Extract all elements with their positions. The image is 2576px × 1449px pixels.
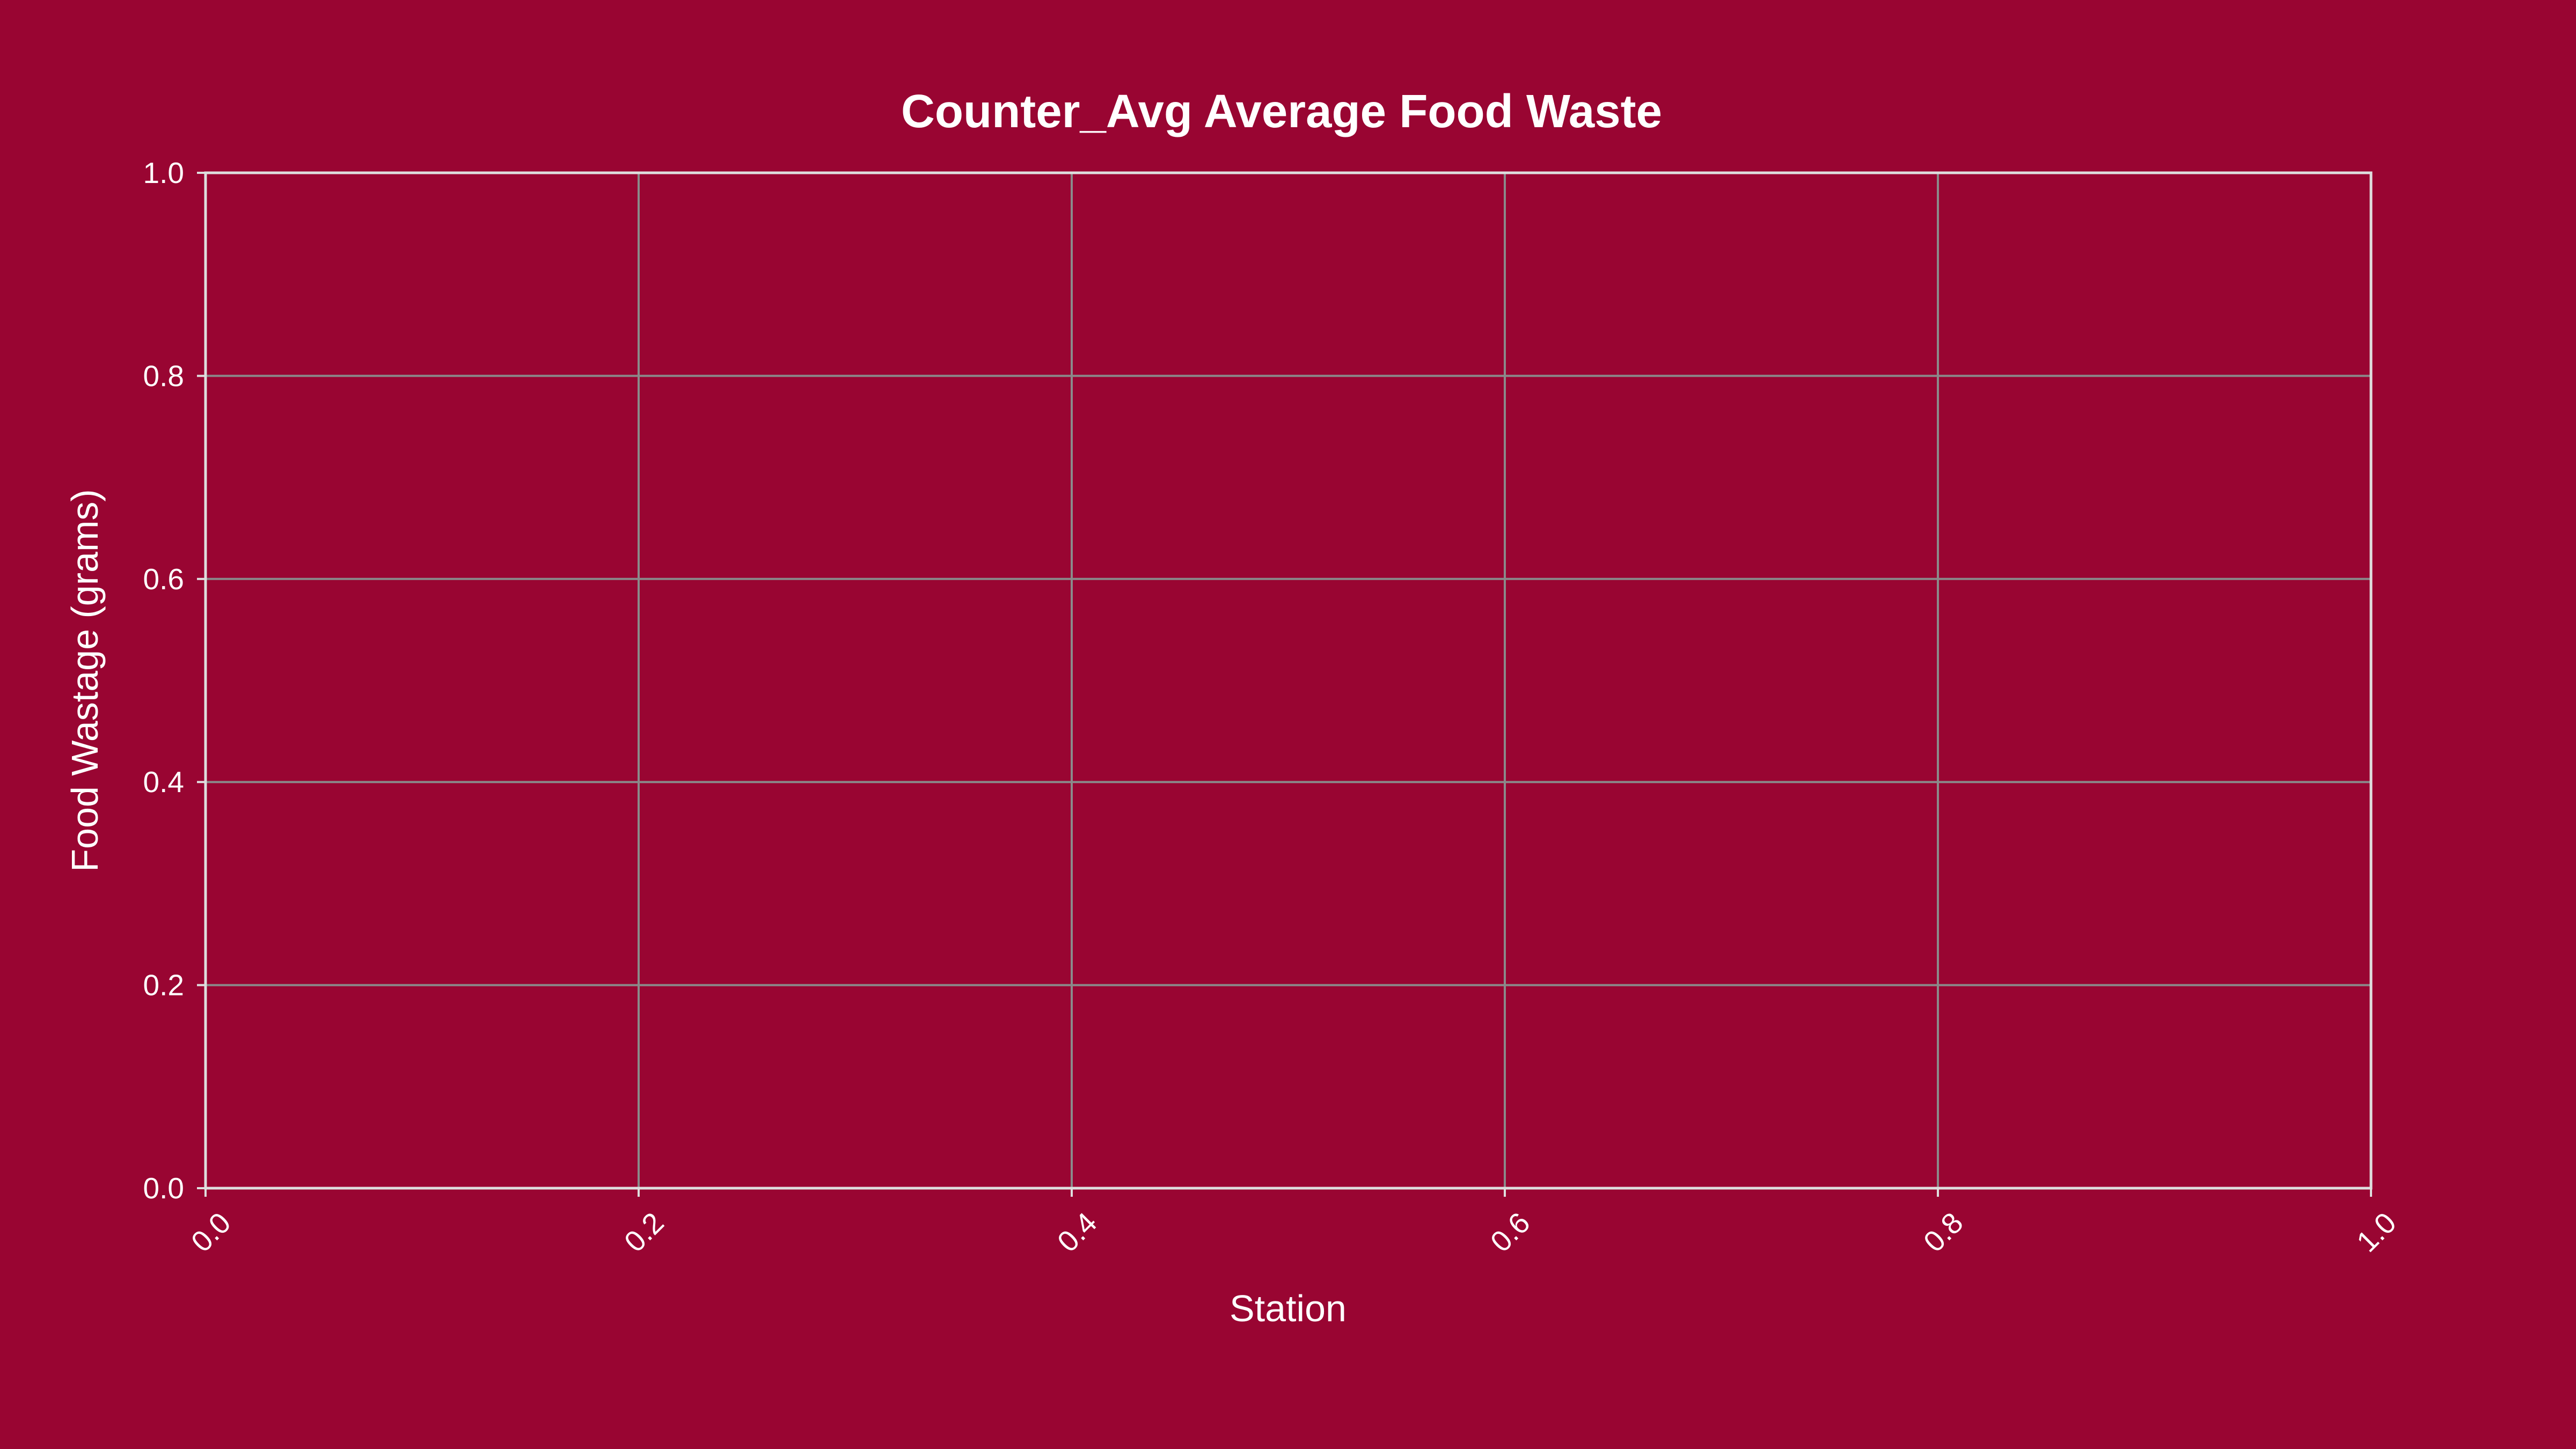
- y-tick-label-4: 0.8: [143, 359, 184, 392]
- y-axis-label: Food Wastage (grams): [64, 489, 106, 872]
- y-tick-label-0: 0.0: [143, 1172, 184, 1205]
- x-axis-label: Station: [1230, 1287, 1346, 1329]
- chart-title: Counter_Avg Average Food Waste: [901, 85, 1662, 137]
- y-axis-ticks: 0.0 0.2 0.4 0.6 0.8 1.0: [143, 156, 206, 1205]
- plot-background: [206, 173, 2371, 1188]
- plot-frame: [204, 171, 2373, 1190]
- y-tick-label-5: 1.0: [143, 156, 184, 189]
- y-tick-label-1: 0.2: [143, 969, 184, 1002]
- y-tick-label-3: 0.6: [143, 562, 184, 596]
- y-tick-label-2: 0.4: [143, 765, 184, 799]
- plot-area: [204, 171, 2373, 1190]
